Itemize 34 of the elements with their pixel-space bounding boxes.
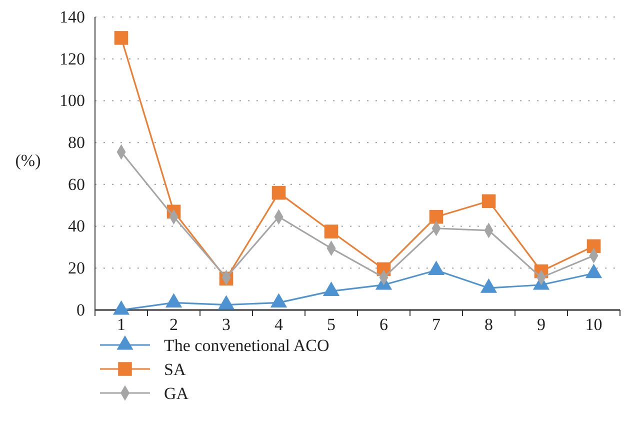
x-tick-label: 10 <box>585 315 602 334</box>
y-tick-label: 20 <box>68 258 85 278</box>
y-tick-label: 120 <box>60 49 85 68</box>
x-tick-label: 2 <box>170 315 178 334</box>
point <box>272 186 286 200</box>
x-tick-label: 9 <box>537 315 546 334</box>
x-tick-label: 7 <box>432 315 441 334</box>
point <box>324 224 338 238</box>
point <box>428 260 445 276</box>
legend-label: The convenetional ACO <box>164 336 330 355</box>
y-tick-label: 0 <box>76 300 85 320</box>
y-tick-label: 100 <box>60 91 85 110</box>
y-tick-label: 40 <box>68 216 85 236</box>
y-tick-label: 60 <box>68 174 85 194</box>
point <box>112 300 130 315</box>
legend-label: GA <box>164 384 190 403</box>
point <box>322 282 340 296</box>
point <box>429 210 444 224</box>
y-axis-title: (%) <box>15 151 41 170</box>
y-tick-label: 80 <box>68 133 85 152</box>
point <box>585 264 602 278</box>
point <box>270 293 288 308</box>
x-tick-label: 5 <box>327 315 336 334</box>
x-tick-label: 8 <box>484 315 493 334</box>
point <box>482 194 496 208</box>
x-tick-label: 4 <box>274 315 284 334</box>
point <box>218 295 235 310</box>
x-tick-label: 1 <box>117 315 126 334</box>
x-tick-label: 3 <box>222 315 230 334</box>
x-tick-label: 6 <box>380 315 388 334</box>
y-tick-label: 140 <box>60 7 85 26</box>
point <box>480 278 498 293</box>
legend-label: SA <box>164 360 186 379</box>
point <box>165 293 182 308</box>
